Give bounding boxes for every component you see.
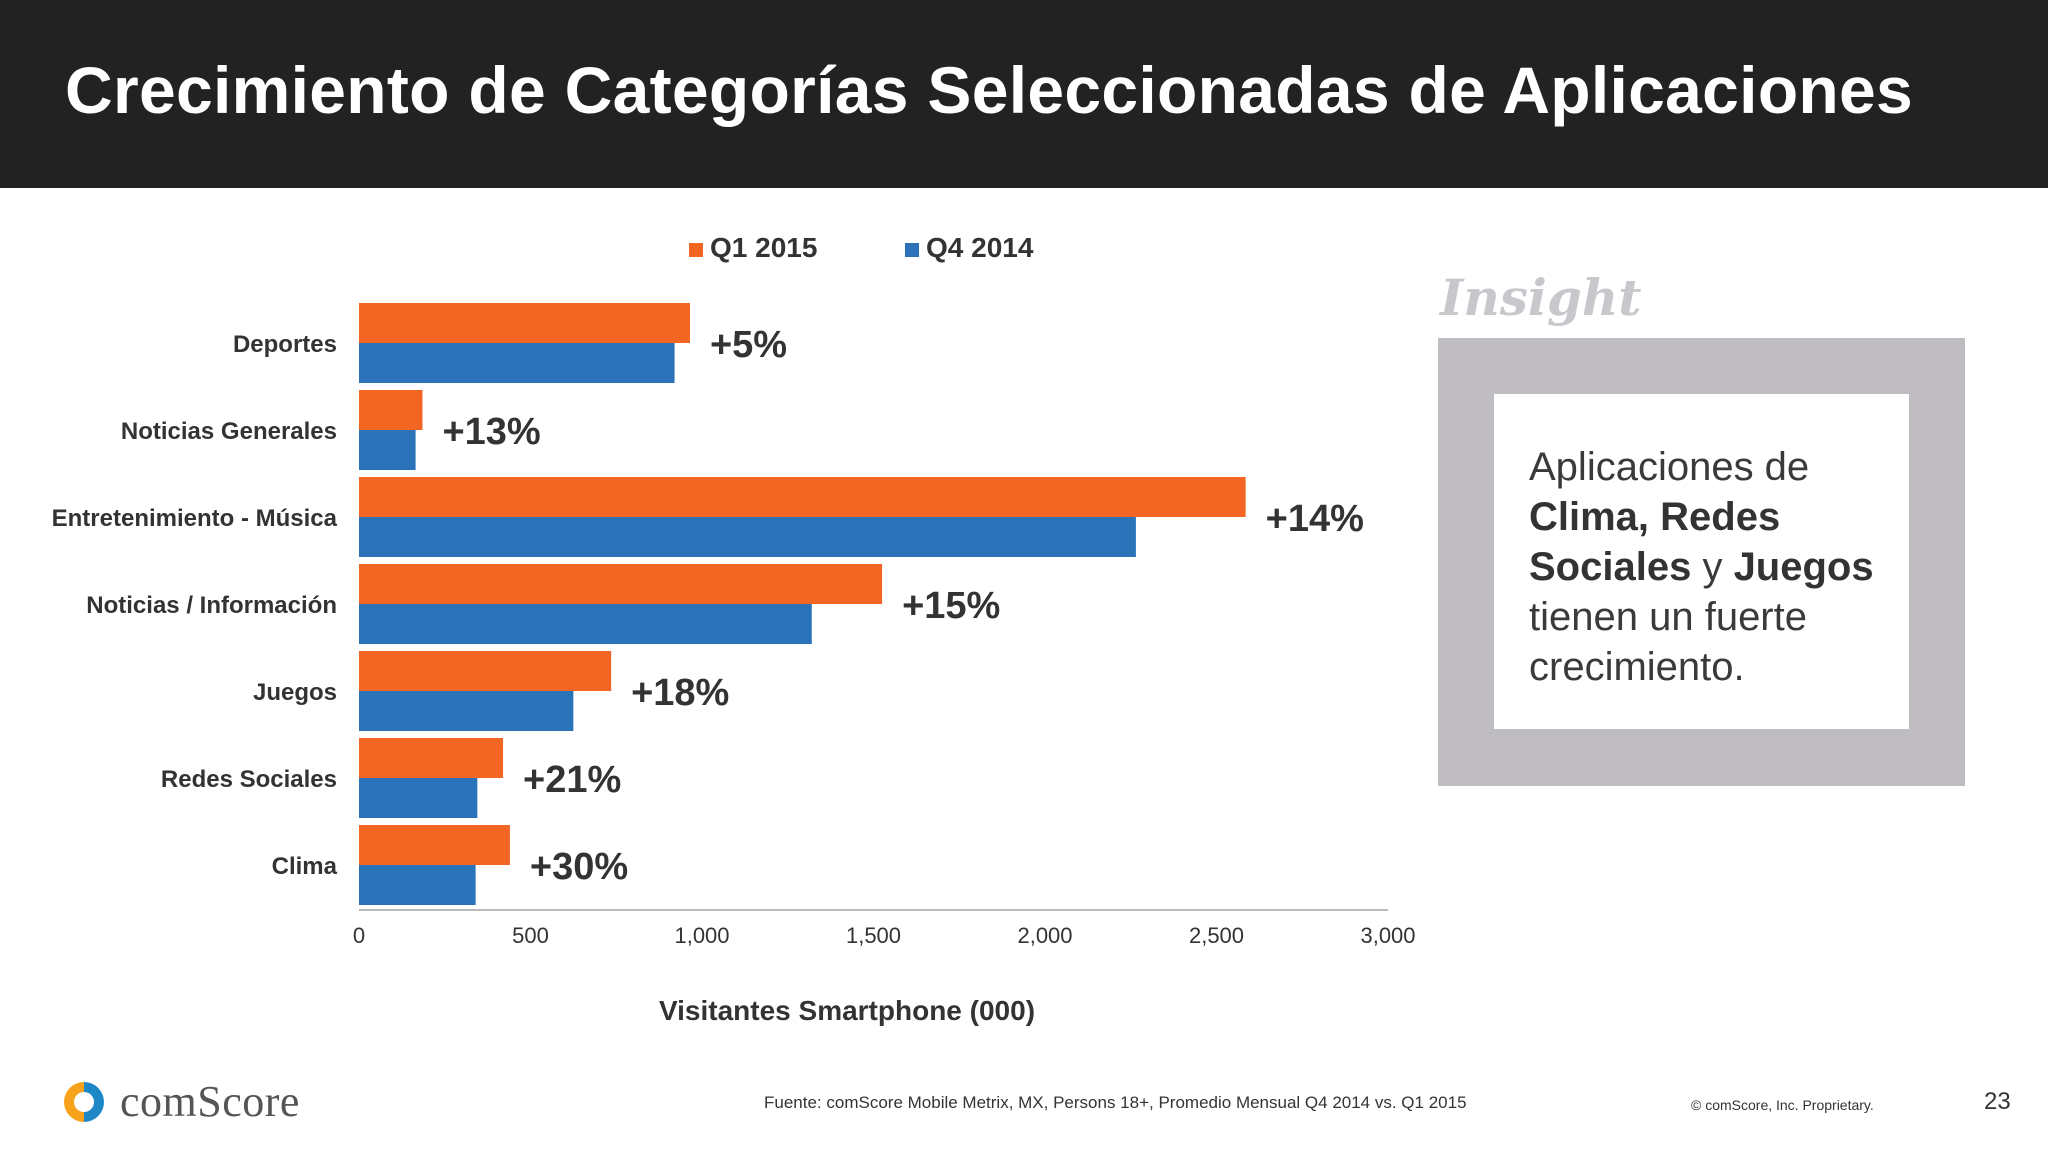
- comscore-logo: comScore: [62, 1076, 300, 1127]
- comscore-wordmark: comScore: [120, 1077, 300, 1126]
- insight-segment: Aplicaciones de: [1529, 445, 1810, 489]
- x-tick-label: 3,000: [1360, 923, 1415, 948]
- x-tick-label: 500: [512, 923, 549, 948]
- growth-label: +21%: [523, 759, 621, 801]
- bar: [359, 691, 574, 731]
- title-bar: Crecimiento de Categorías Seleccionadas …: [0, 0, 2048, 188]
- bar: [359, 343, 675, 383]
- growth-label: +15%: [902, 585, 1000, 627]
- category-label: Entretenimiento - Música: [52, 505, 338, 532]
- x-tick-label: 1,500: [846, 923, 901, 948]
- category-label: Redes Sociales: [161, 766, 337, 793]
- page-number: 23: [1984, 1088, 2011, 1115]
- legend-swatch: [905, 243, 919, 257]
- slide-title: Crecimiento de Categorías Seleccionadas …: [65, 53, 1914, 127]
- insight-panel: Aplicaciones de Clima, Redes Sociales y …: [1494, 394, 1909, 729]
- insight-text: Aplicaciones de Clima, Redes Sociales y …: [1529, 442, 1899, 692]
- bar: [359, 430, 416, 470]
- bar: [359, 303, 690, 343]
- x-tick-label: 1,000: [674, 923, 729, 948]
- category-label: Noticias / Información: [86, 592, 337, 619]
- category-label: Clima: [272, 853, 338, 880]
- insight-label: Insight: [1440, 268, 1642, 327]
- bar: [359, 517, 1136, 557]
- x-tick-label: 0: [353, 923, 365, 948]
- legend-swatch: [689, 243, 703, 257]
- copyright: © comScore, Inc. Proprietary.: [1691, 1097, 1874, 1113]
- category-label: Deportes: [233, 331, 337, 358]
- insight-segment: y: [1691, 545, 1734, 589]
- bar: [359, 825, 510, 865]
- category-label: Juegos: [253, 679, 337, 706]
- growth-label: +18%: [631, 672, 729, 714]
- bar-chart: Q1 2015 Q4 2014 Deportes +5% Noticias Genera…: [52, 232, 1416, 1026]
- insight-segment: Juegos: [1733, 545, 1874, 589]
- insight-frame: Aplicaciones de Clima, Redes Sociales y …: [1438, 338, 1965, 786]
- bar: [359, 738, 504, 778]
- bar: [359, 604, 812, 644]
- category-label: Noticias Generales: [121, 418, 337, 445]
- bar: [359, 564, 883, 604]
- x-axis-title: Visitantes Smartphone (000): [659, 995, 1035, 1026]
- growth-label: +30%: [530, 846, 628, 888]
- insight-segment: Clima, Redes Sociales: [1529, 495, 1781, 589]
- bar: [359, 778, 478, 818]
- growth-label: +13%: [442, 411, 540, 453]
- bar: [359, 477, 1246, 517]
- growth-label: +5%: [710, 324, 787, 366]
- x-tick-label: 2,000: [1017, 923, 1072, 948]
- legend-label: Q4 2014: [926, 232, 1034, 263]
- bar: [359, 390, 423, 430]
- comscore-logo-icon: [64, 1081, 104, 1122]
- x-tick-label: 2,500: [1189, 923, 1244, 948]
- insight-segment: tienen un fuerte crecimiento.: [1529, 595, 1807, 689]
- bar: [359, 651, 612, 691]
- bar: [359, 865, 476, 905]
- growth-label: +14%: [1266, 498, 1364, 540]
- source-note: Fuente: comScore Mobile Metrix, MX, Pers…: [764, 1093, 1467, 1112]
- legend-label: Q1 2015: [710, 232, 817, 263]
